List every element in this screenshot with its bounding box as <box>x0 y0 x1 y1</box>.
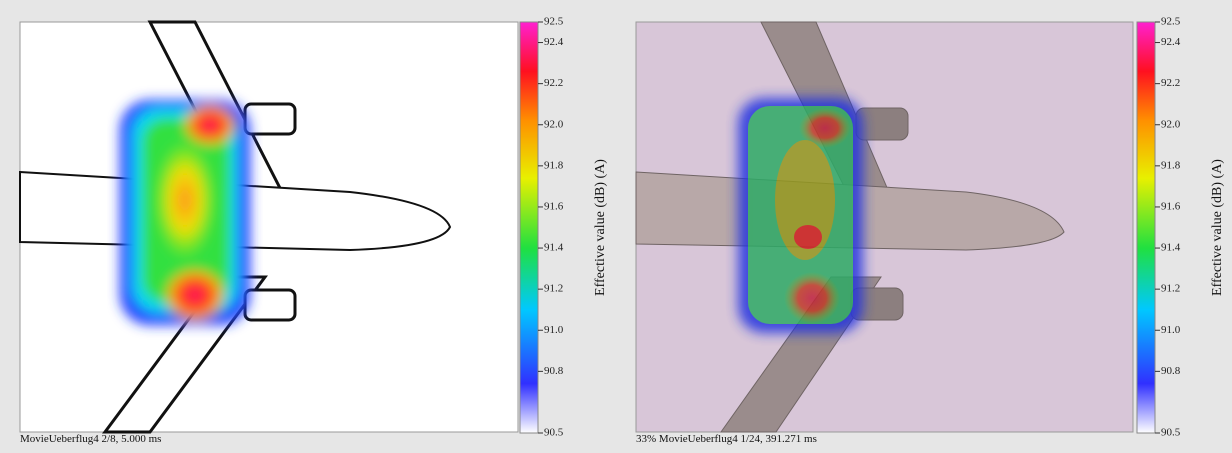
tick-label: 92.0 <box>544 118 564 130</box>
tick-label: 92.5 <box>544 16 564 28</box>
colorbar <box>1137 22 1155 433</box>
axis-label: Effective value (dB) (A) <box>1210 159 1225 296</box>
tick-label: 91.2 <box>544 283 563 295</box>
tick-label: 91.0 <box>1161 324 1181 336</box>
caption: 33% MovieUeberflug4 1/24, 391.271 ms <box>636 433 817 445</box>
camera-view-right <box>636 22 1155 433</box>
tick-label: 91.8 <box>544 159 564 171</box>
tick-label: 90.5 <box>544 427 564 439</box>
tick-label: 92.4 <box>544 36 564 48</box>
tick-label: 91.2 <box>1161 283 1180 295</box>
tick-label: 92.5 <box>1161 16 1181 28</box>
colorbar <box>520 22 538 433</box>
axis-label: Effective value (dB) (A) <box>593 159 608 296</box>
camera-view-left <box>20 22 538 433</box>
caption: MovieUeberflug4 2/8, 5.000 ms <box>20 433 161 445</box>
tick-label: 92.4 <box>1161 36 1181 48</box>
tick-label: 91.4 <box>544 242 564 254</box>
screen: MovieUeberflug4 2/8, 5.000 ms 92.5 92.4 92.… <box>0 0 1232 448</box>
tick-label: 92.0 <box>1161 118 1181 130</box>
tick-label: 90.8 <box>1161 365 1181 377</box>
tick-label: 91.0 <box>544 324 564 336</box>
tick-label: 91.8 <box>1161 159 1181 171</box>
tick-label: 92.2 <box>544 77 563 89</box>
tick-label: 92.2 <box>1161 77 1180 89</box>
tick-label: 91.4 <box>1161 242 1181 254</box>
tick-label: 90.5 <box>1161 427 1181 439</box>
tick-label: 91.6 <box>1161 200 1181 212</box>
tick-label: 91.6 <box>544 200 564 212</box>
tick-label: 90.8 <box>544 365 564 377</box>
